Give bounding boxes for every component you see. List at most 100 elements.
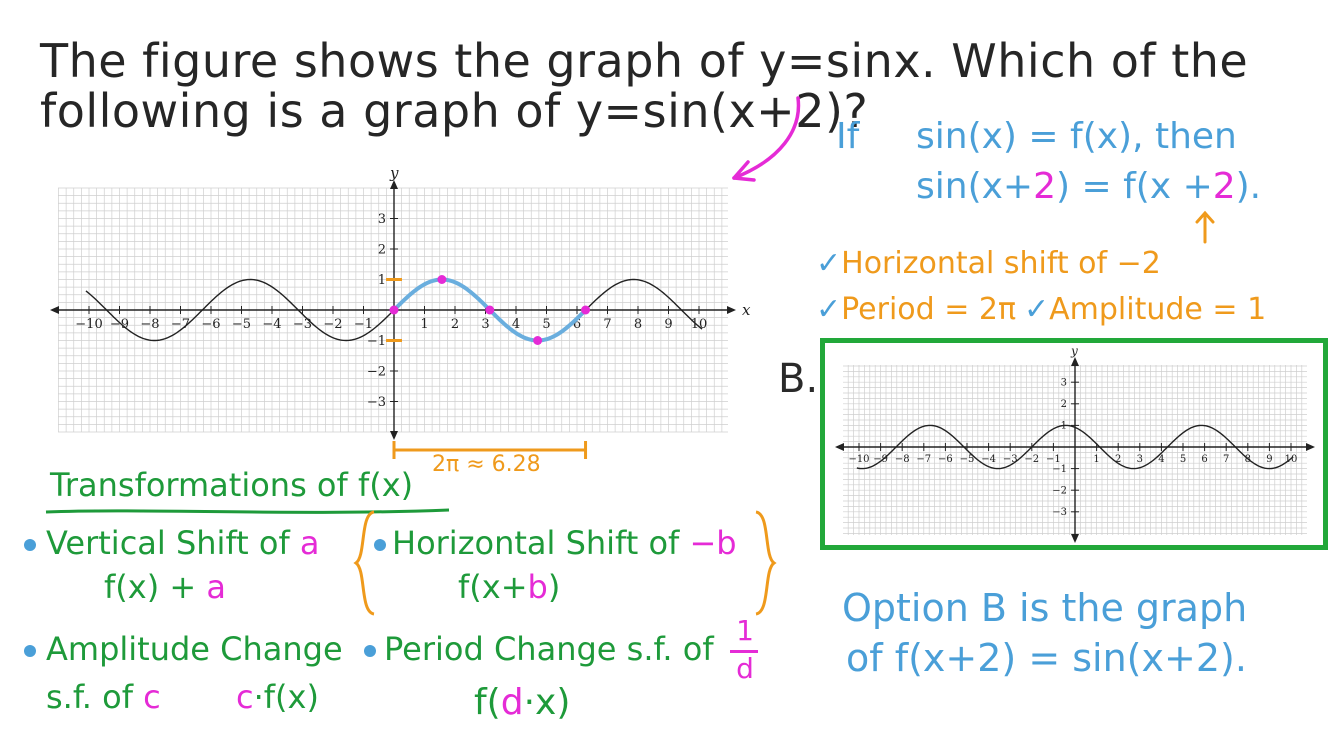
bullet-icon bbox=[24, 539, 36, 551]
check-amplitude-text: Amplitude = 1 bbox=[1049, 292, 1267, 327]
option-b-box: xy−10−9−8−7−6−5−4−3−2−112345678910−3−2−1… bbox=[820, 338, 1328, 550]
period-fraction-den: d bbox=[736, 652, 754, 685]
if-line-2-part-d: 2 bbox=[1212, 166, 1236, 207]
amplitude-sf-text: s.f. of bbox=[46, 678, 133, 716]
x-tick-label: −3 bbox=[293, 317, 312, 332]
period-formula-close: ·x) bbox=[523, 682, 571, 723]
key-point bbox=[533, 336, 543, 345]
y-tick-label: 3 bbox=[378, 212, 386, 227]
y-tick-label: −3 bbox=[1052, 507, 1067, 518]
y-tick-label: −2 bbox=[367, 364, 386, 379]
x-tick-label: 10 bbox=[691, 317, 708, 332]
y-axis-arrow-icon bbox=[1071, 357, 1079, 366]
if-line-1: sin(x) = f(x), then bbox=[916, 116, 1237, 157]
x-tick-label: 7 bbox=[603, 317, 611, 332]
fraction-bar bbox=[730, 650, 758, 653]
vertical-shift-text: Vertical Shift of bbox=[46, 524, 290, 562]
vertical-shift: Vertical Shift of a bbox=[46, 524, 319, 562]
x-tick-label: −3 bbox=[1003, 454, 1018, 465]
checkmark-icon: ✓ bbox=[1024, 292, 1050, 327]
x-tick-label: 2 bbox=[451, 317, 459, 332]
if-line-2-part-e: ). bbox=[1235, 166, 1262, 207]
if-line-2-part-a: sin(x+ bbox=[916, 166, 1034, 207]
x-tick-label: −8 bbox=[895, 454, 910, 465]
if-line-2-part-c: ) = f(x + bbox=[1056, 166, 1213, 207]
y-axis-arrow-icon bbox=[1071, 534, 1079, 543]
vertical-formula-param: a bbox=[206, 568, 226, 606]
y-axis-arrow-icon bbox=[390, 180, 398, 189]
bullet-icon bbox=[364, 645, 376, 657]
x-tick-label: −10 bbox=[848, 454, 869, 465]
if-line-2-part-b: 2 bbox=[1033, 166, 1056, 207]
horizontal-shift-param: −b bbox=[689, 524, 737, 562]
amplitude-change: Amplitude Change bbox=[46, 630, 343, 668]
x-axis-arrow-icon bbox=[1306, 443, 1315, 451]
vertical-formula-text: f(x) + bbox=[104, 568, 197, 606]
x-axis-arrow-icon bbox=[50, 306, 59, 314]
x-tick-label: −4 bbox=[981, 454, 996, 465]
x-tick-label: −7 bbox=[916, 454, 931, 465]
x-tick-label: 6 bbox=[573, 317, 581, 332]
x-tick-label: −9 bbox=[873, 454, 888, 465]
horizontal-shift: Horizontal Shift of −b bbox=[392, 524, 737, 562]
x-tick-label: 5 bbox=[1180, 454, 1186, 465]
left-brace bbox=[353, 510, 375, 616]
horizontal-formula-close: ) bbox=[547, 568, 561, 606]
sine-curve bbox=[856, 424, 1294, 470]
y-axis-arrow-icon bbox=[390, 431, 398, 440]
horizontal-shift-text: Horizontal Shift of bbox=[392, 524, 680, 562]
amplitude-formula-text: ·f(x) bbox=[253, 678, 319, 716]
x-tick-label: −6 bbox=[201, 317, 220, 332]
question-line-2: following is a graph of y=sin(x+2)? bbox=[40, 84, 869, 138]
if-label: If bbox=[836, 116, 860, 157]
answer-line-1: Option B is the graph bbox=[842, 586, 1248, 630]
y-tick-label: −3 bbox=[367, 395, 386, 410]
period-formula-param: d bbox=[500, 682, 524, 723]
x-tick-label: 9 bbox=[664, 317, 672, 332]
horizontal-shift-formula: f(x+b) bbox=[458, 568, 560, 606]
y-tick-label: −1 bbox=[1052, 464, 1067, 475]
x-tick-label: 9 bbox=[1266, 454, 1272, 465]
x-tick-label: 7 bbox=[1223, 454, 1229, 465]
x-tick-label: 1 bbox=[1093, 454, 1099, 465]
horizontal-formula-text: f(x+ bbox=[458, 568, 528, 606]
x-tick-label: −2 bbox=[1024, 454, 1039, 465]
check-horizontal-shift: ✓Horizontal shift of −2 bbox=[816, 246, 1161, 281]
vertical-shift-formula: f(x) + a bbox=[104, 568, 226, 606]
period-formula: f(d·x) bbox=[474, 682, 570, 723]
y-tick-label: 3 bbox=[1061, 378, 1067, 389]
transformations-title: Transformations of f(x) bbox=[50, 466, 414, 504]
vertical-shift-param: a bbox=[299, 524, 320, 562]
amplitude-sf-param: c bbox=[143, 678, 161, 716]
key-point bbox=[437, 275, 447, 284]
x-tick-label: −5 bbox=[960, 454, 975, 465]
checkmark-icon: ✓ bbox=[816, 246, 842, 281]
option-label: B. bbox=[778, 356, 819, 402]
x-tick-label: −8 bbox=[140, 317, 159, 332]
y-tick-label: 1 bbox=[378, 273, 386, 288]
checkmark-icon: ✓ bbox=[816, 292, 842, 327]
x-tick-label: 1 bbox=[420, 317, 428, 332]
if-line-2: sin(x+2) = f(x +2). bbox=[916, 166, 1261, 207]
y-tick-label: 1 bbox=[1061, 421, 1067, 432]
y-tick-label: −1 bbox=[367, 334, 386, 349]
horizontal-formula-param: b bbox=[527, 568, 548, 606]
x-tick-label: −2 bbox=[323, 317, 342, 332]
option-b-graph: xy−10−9−8−7−6−5−4−3−2−112345678910−3−2−1… bbox=[835, 345, 1315, 543]
x-tick-label: 3 bbox=[1137, 454, 1143, 465]
y-tick-label: 2 bbox=[378, 242, 386, 257]
x-tick-label: −9 bbox=[110, 317, 129, 332]
x-tick-label: −10 bbox=[75, 317, 102, 332]
x-tick-label: −6 bbox=[938, 454, 953, 465]
title-underline bbox=[45, 508, 450, 514]
x-axis-arrow-icon bbox=[835, 443, 844, 451]
check-period: ✓Period = 2π bbox=[816, 292, 1016, 327]
key-point bbox=[485, 305, 495, 315]
bullet-icon bbox=[374, 539, 386, 551]
x-tick-label: −1 bbox=[1046, 454, 1061, 465]
right-brace bbox=[755, 510, 777, 616]
x-tick-label: 4 bbox=[1158, 454, 1164, 465]
bullet-icon bbox=[24, 645, 36, 657]
x-axis-arrow-icon bbox=[727, 306, 736, 314]
x-tick-label: −4 bbox=[262, 317, 281, 332]
